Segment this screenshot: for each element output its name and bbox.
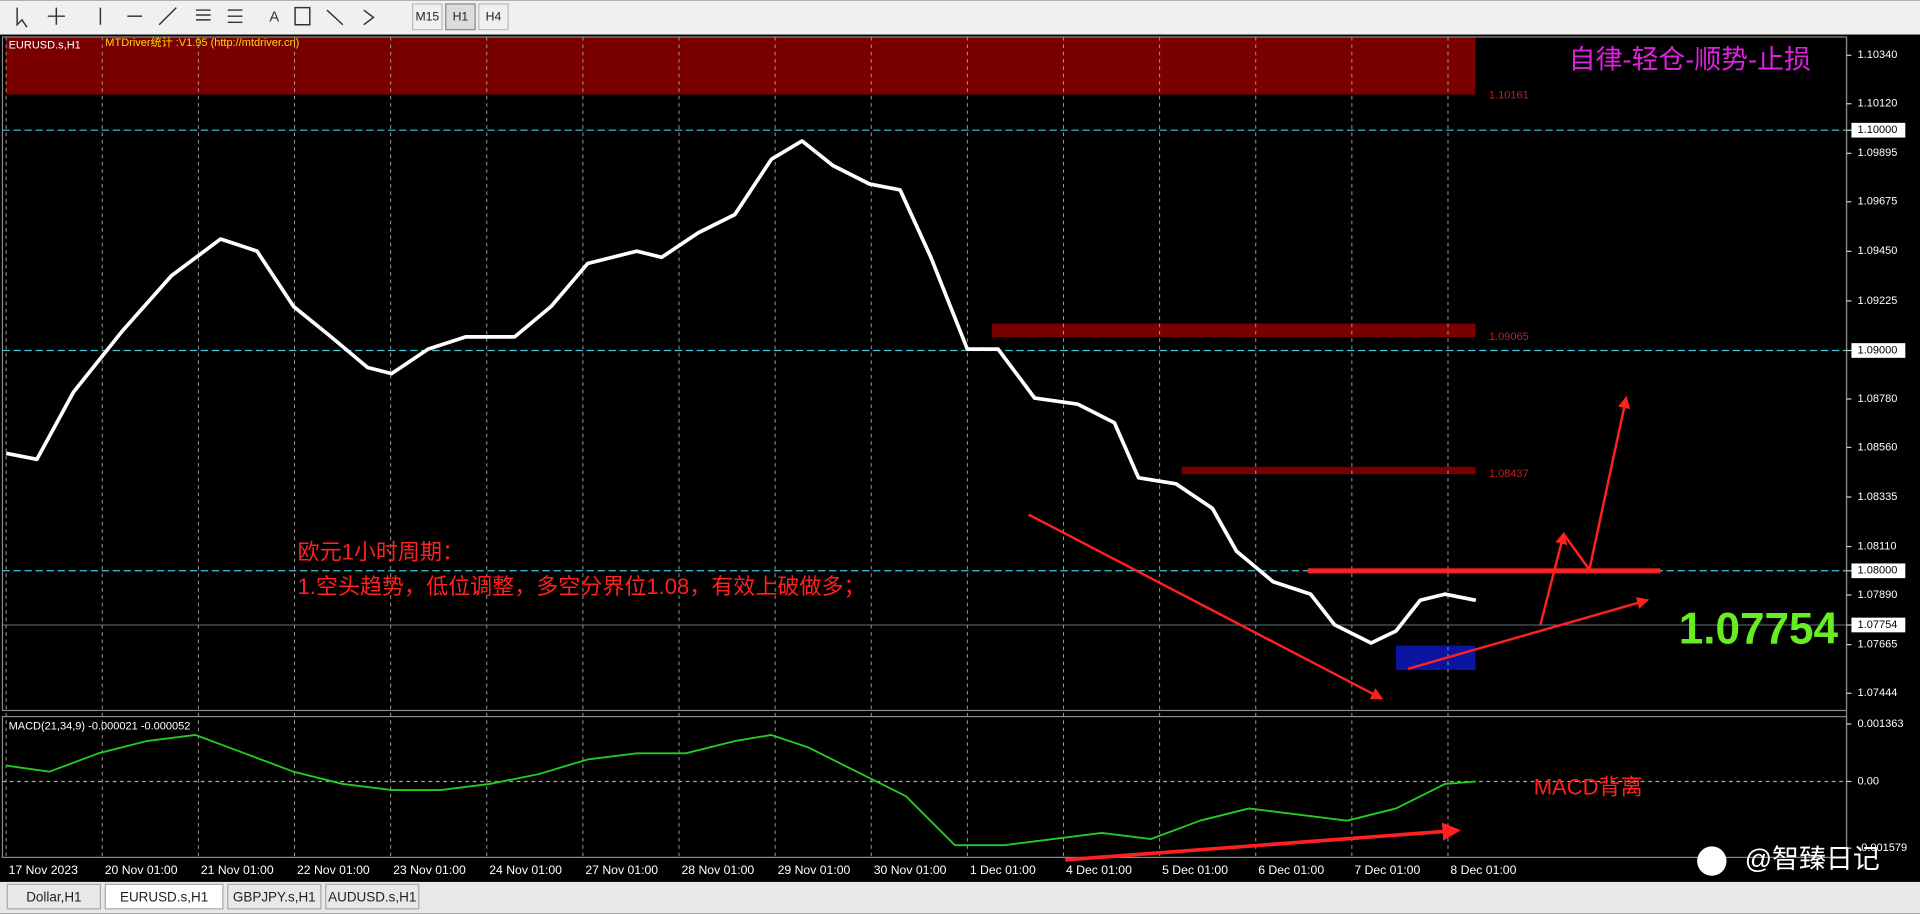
zone (991, 323, 1476, 337)
y-tick-label: 1.07754 (1858, 619, 1898, 631)
x-tick-label: 4 Dec 01:00 (1066, 863, 1132, 877)
note: 1.空头趋势，低位调整，多空分界位1.08，有效上破做多； (298, 574, 866, 599)
tab-label[interactable]: Dollar,H1 (26, 889, 81, 904)
y-tick-label: 1.09895 (1858, 147, 1898, 159)
y-tick-label: -0.001579 (1858, 842, 1908, 854)
x-tick-label: 20 Nov 01:00 (105, 863, 178, 877)
indicator-label: MTDriver统计 :V1.95 (http://mtdriver.cn) (105, 36, 299, 49)
y-tick-label: 1.07665 (1858, 639, 1898, 651)
watermark: @智臻日记 (1745, 844, 1880, 874)
y-tick-label: 1.08780 (1858, 393, 1898, 405)
macd-note: MACD背离 (1534, 775, 1643, 800)
x-tick-label: 5 Dec 01:00 (1162, 863, 1228, 877)
annotation-arrows (1028, 395, 1661, 862)
x-tick-label: 6 Dec 01:00 (1258, 863, 1324, 877)
tab[interactable] (325, 883, 420, 910)
y-tick-label: 1.08560 (1858, 441, 1898, 453)
tab-label[interactable]: AUDUSD.s,H1 (328, 889, 416, 904)
series-line (5, 139, 1477, 645)
zone (1395, 645, 1476, 671)
y-tick-label: 1.09225 (1858, 295, 1898, 307)
y-tick-label: 1.09000 (1858, 344, 1898, 356)
tab[interactable] (6, 883, 102, 910)
x-tick-label: 29 Nov 01:00 (778, 863, 851, 877)
y-tick-label: 1.08000 (1858, 565, 1898, 577)
plot-border (1, 36, 1848, 712)
x-tick-label: 8 Dec 01:00 (1450, 863, 1516, 877)
tf-label[interactable]: H1 (453, 10, 469, 24)
x-tick-label: 24 Nov 01:00 (489, 863, 562, 877)
x-tick-label: 21 Nov 01:00 (201, 863, 274, 877)
symbol: EURUSD.s,H1 (9, 39, 81, 51)
series-line (5, 734, 1476, 847)
y-tick-label: 1.08110 (1858, 540, 1897, 552)
x-tick-label: 23 Nov 01:00 (393, 863, 466, 877)
tf-button[interactable] (445, 3, 476, 31)
drawing-tools[interactable] (16, 6, 375, 28)
tab-label[interactable]: GBPJPY.s,H1 (233, 889, 316, 904)
note: 欧元1小时周期： (298, 540, 464, 565)
price-big: 1.07754 (1679, 605, 1839, 654)
y-tick-label: 0.001363 (1858, 718, 1904, 730)
tab-label[interactable]: EURUSD.s,H1 (120, 889, 208, 904)
x-tick-label: 1 Dec 01:00 (970, 863, 1036, 877)
y-tick-label: 0.00 (1858, 775, 1879, 787)
y-tick-label: 1.10120 (1858, 98, 1898, 110)
zone-label: 1.09065 (1489, 331, 1529, 343)
toolbar (0, 0, 1920, 35)
y-tick-label: 1.09450 (1858, 245, 1898, 257)
watermark-icon (1697, 846, 1727, 876)
price-box (1851, 563, 1906, 579)
zone (1181, 466, 1476, 475)
price-box (1851, 343, 1906, 358)
zone-label: 1.10161 (1489, 90, 1529, 102)
x-tick-label: 28 Nov 01:00 (681, 863, 754, 877)
y-tick-label: 1.07444 (1858, 687, 1898, 699)
tf-label[interactable]: M15 (415, 10, 439, 24)
x-tick-label: 22 Nov 01:00 (297, 863, 370, 877)
y-tick-label: 1.08335 (1858, 491, 1898, 503)
x-tick-label: 17 Nov 2023 (9, 863, 79, 877)
y-tick-label: 1.10000 (1858, 124, 1898, 136)
x-tick-label: 7 Dec 01:00 (1354, 863, 1420, 877)
text-tool[interactable]: A (269, 9, 279, 25)
price-box (1851, 617, 1906, 633)
y-tick-label: 1.10340 (1858, 49, 1898, 61)
tf-button[interactable] (478, 3, 509, 31)
tf-label[interactable]: H4 (486, 10, 502, 24)
tab[interactable] (104, 883, 224, 910)
zone-label: 1.08437 (1489, 468, 1529, 480)
tab[interactable] (227, 883, 322, 910)
x-tick-label: 27 Nov 01:00 (585, 863, 658, 877)
price-box (1851, 122, 1906, 138)
tf-button[interactable] (412, 3, 443, 31)
y-tick-label: 1.07890 (1858, 589, 1898, 601)
zone (6, 37, 1476, 95)
y-tick-label: 1.09675 (1858, 196, 1898, 208)
x-tick-label: 30 Nov 01:00 (874, 863, 947, 877)
slogan: 自律-轻仓-顺势-止损 (1569, 45, 1811, 75)
indicator-title: MACD(21,34,9) -0.000021 -0.000052 (9, 720, 191, 732)
